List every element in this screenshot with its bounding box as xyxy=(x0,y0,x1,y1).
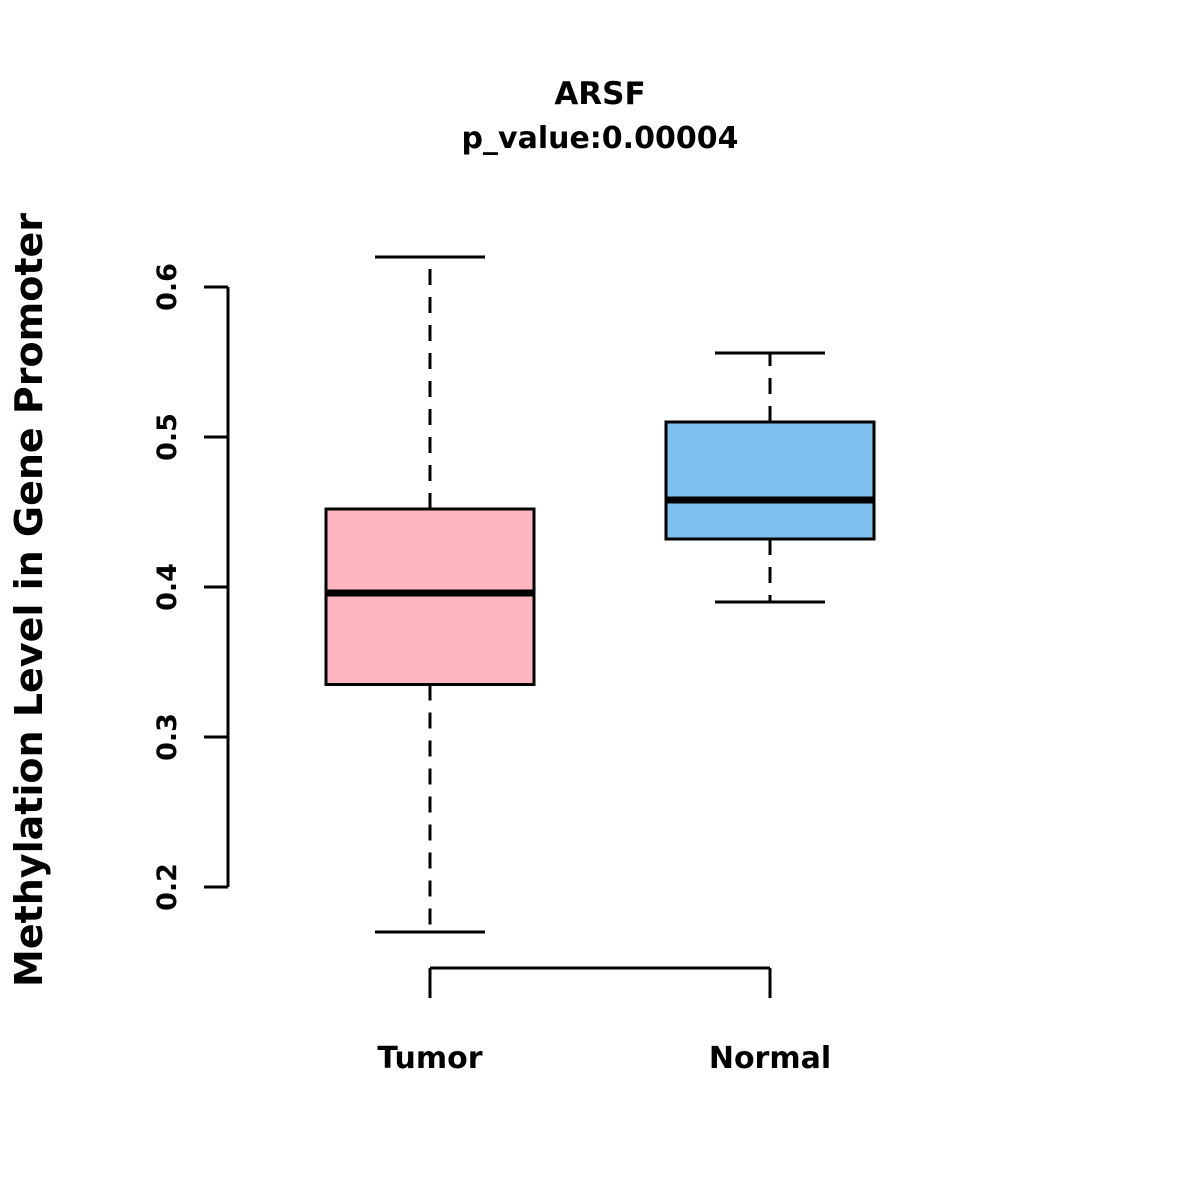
y-tick-label: 0.6 xyxy=(152,263,183,311)
y-tick-label: 0.3 xyxy=(152,713,183,761)
chart-subtitle: p_value:0.00004 xyxy=(461,120,739,156)
y-tick-label: 0.4 xyxy=(152,563,183,611)
x-category-label-tumor: Tumor xyxy=(377,1041,482,1076)
title-block: ARSF p_value:0.00004 xyxy=(0,72,1200,160)
chart-title: ARSF xyxy=(554,76,646,112)
box-tumor xyxy=(324,507,536,686)
x-category-label-normal: Normal xyxy=(709,1041,831,1076)
plot-marks: 0.2 0.3 0.4 0.5 0.6 xyxy=(152,255,876,998)
y-axis-label: Methylation Level in Gene Promoter xyxy=(7,213,51,987)
y-tick-label: 0.2 xyxy=(152,863,183,911)
y-tick-label: 0.5 xyxy=(152,413,183,461)
box-normal xyxy=(664,420,876,541)
